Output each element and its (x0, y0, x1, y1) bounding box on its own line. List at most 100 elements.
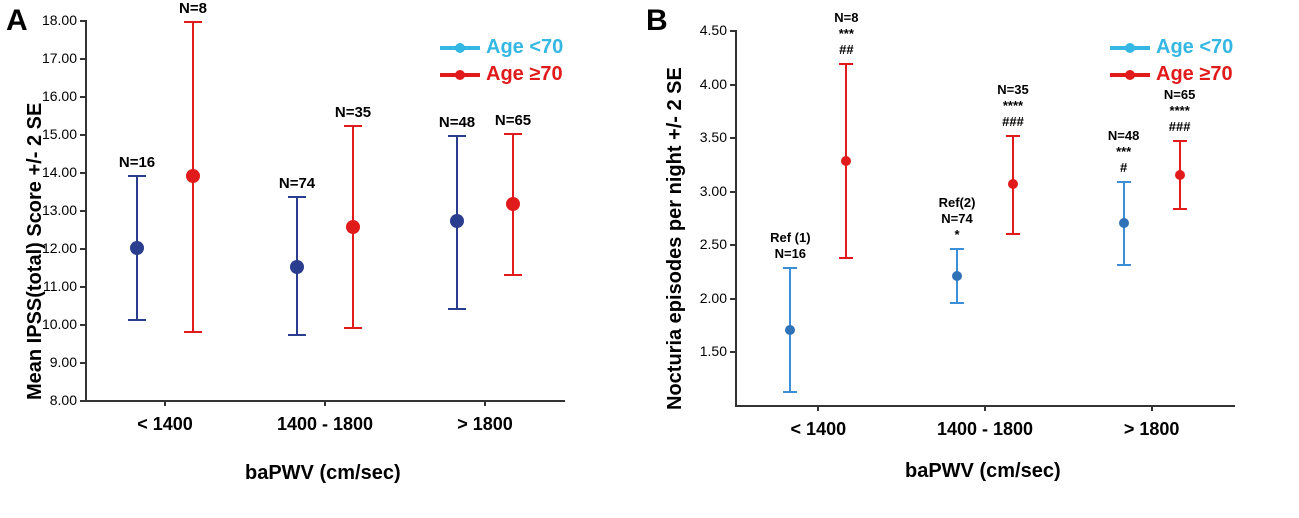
ytick-mark (80, 400, 85, 402)
ytick-label: 18.00 (35, 12, 77, 28)
errorbar-cap (1117, 181, 1131, 183)
ytick-mark (730, 137, 735, 139)
legend-row-age-lt70: Age <70 (1110, 36, 1233, 59)
series-annotation: N=16 (755, 246, 825, 261)
xtick-mark (164, 400, 166, 406)
xtick-label: < 1400 (758, 419, 878, 440)
errorbar-cap (783, 267, 797, 269)
errorbar-cap (128, 319, 146, 321)
ytick-label: 13.00 (35, 202, 77, 218)
legend-label: Age <70 (1156, 36, 1233, 59)
y-axis-line (735, 30, 737, 405)
errorbar-cap (1173, 208, 1187, 210)
ytick-label: 12.00 (35, 240, 77, 256)
xtick-label: < 1400 (105, 414, 225, 435)
errorbar-cap (1006, 135, 1020, 137)
errorbar-cap (504, 133, 522, 135)
legend-row-age-ge70: Age ≥70 (1110, 63, 1233, 86)
series-annotation: ### (978, 114, 1048, 129)
ytick-mark (80, 248, 85, 250)
series-n-label: N=74 (267, 175, 327, 192)
series-annotation: Ref (1) (755, 230, 825, 245)
xtick-mark (817, 405, 819, 411)
errorbar-dot (346, 220, 360, 234)
errorbar-dot (841, 156, 851, 166)
errorbar-dot (952, 271, 962, 281)
legend-label: Age ≥70 (1156, 63, 1233, 86)
errorbar-cap (1173, 140, 1187, 142)
ytick-mark (730, 191, 735, 193)
ytick-label: 9.00 (35, 354, 77, 370)
errorbar-cap (950, 302, 964, 304)
series-n-label: N=16 (107, 154, 167, 171)
series-annotation: ## (811, 42, 881, 57)
panel-a-xlabel: baPWV (cm/sec) (245, 462, 401, 485)
xtick-label: 1400 - 1800 (265, 414, 385, 435)
ytick-mark (80, 134, 85, 136)
ytick-mark (80, 286, 85, 288)
errorbar-cap (184, 21, 202, 23)
errorbar-dot (506, 197, 520, 211)
legend-row-age-lt70: Age <70 (440, 36, 563, 59)
series-n-label: N=65 (483, 112, 543, 129)
ytick-mark (730, 244, 735, 246)
ytick-mark (80, 210, 85, 212)
legend-dot-icon (455, 70, 465, 80)
ytick-label: 16.00 (35, 88, 77, 104)
panel-a: A Mean IPSS(total) Score +/- 2 SE 8.009.… (0, 0, 640, 518)
panel-b-ylabel: Nocturia episodes per night +/- 2 SE (664, 67, 687, 410)
errorbar-cap (1006, 233, 1020, 235)
errorbar-cap (783, 391, 797, 393)
ytick-label: 3.00 (685, 183, 727, 199)
panel-b-xlabel: baPWV (cm/sec) (905, 460, 1061, 483)
series-annotation: **** (1145, 103, 1215, 118)
xtick-label: > 1800 (425, 414, 545, 435)
errorbar-cap (288, 334, 306, 336)
panel-b: B Nocturia episodes per night +/- 2 SE 1… (640, 0, 1299, 518)
errorbar-cap (839, 257, 853, 259)
errorbar-dot (1175, 170, 1185, 180)
ytick-mark (730, 84, 735, 86)
ytick-label: 10.00 (35, 316, 77, 332)
xtick-mark (484, 400, 486, 406)
errorbar-dot (1008, 179, 1018, 189)
series-annotation: *** (811, 26, 881, 41)
xtick-mark (324, 400, 326, 406)
series-annotation: N=74 (922, 211, 992, 226)
series-annotation: * (922, 227, 992, 242)
series-annotation: N=35 (978, 82, 1048, 97)
ytick-mark (80, 96, 85, 98)
xtick-mark (1151, 405, 1153, 411)
series-annotation: **** (978, 98, 1048, 113)
errorbar-dot (450, 214, 464, 228)
ytick-label: 17.00 (35, 50, 77, 66)
ytick-label: 15.00 (35, 126, 77, 142)
legend-line-icon (1110, 46, 1150, 50)
legend-line-icon (440, 46, 480, 50)
legend-line-icon (440, 73, 480, 77)
ytick-label: 11.00 (35, 278, 77, 294)
errorbar-dot (130, 241, 144, 255)
legend-dot-icon (1125, 43, 1135, 53)
ytick-label: 14.00 (35, 164, 77, 180)
errorbar-dot (1119, 218, 1129, 228)
errorbar-cap (504, 274, 522, 276)
series-n-label: N=35 (323, 104, 383, 121)
legend-line-icon (1110, 73, 1150, 77)
ytick-mark (80, 324, 85, 326)
ytick-mark (80, 20, 85, 22)
xtick-mark (984, 405, 986, 411)
series-annotation: # (1089, 160, 1159, 175)
ytick-mark (80, 58, 85, 60)
errorbar-cap (839, 63, 853, 65)
ytick-mark (730, 30, 735, 32)
panel-a-letter: A (6, 4, 28, 38)
xtick-label: 1400 - 1800 (925, 419, 1045, 440)
panel-a-legend: Age <70 Age ≥70 (440, 36, 563, 90)
series-n-label: N=48 (427, 114, 487, 131)
legend-dot-icon (455, 43, 465, 53)
ytick-mark (80, 172, 85, 174)
ytick-mark (80, 362, 85, 364)
ytick-label: 1.50 (685, 343, 727, 359)
errorbar-cap (344, 327, 362, 329)
